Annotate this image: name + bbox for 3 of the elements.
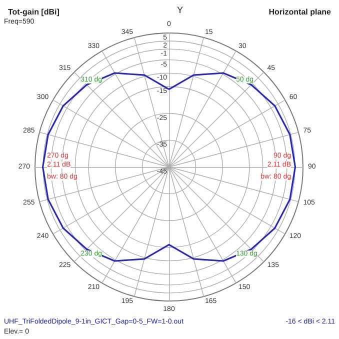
chart-subtitle: Horizontal plane	[268, 8, 332, 16]
text: Y	[177, 5, 184, 15]
chart-title: Tot-gain [dBi]	[8, 8, 60, 16]
